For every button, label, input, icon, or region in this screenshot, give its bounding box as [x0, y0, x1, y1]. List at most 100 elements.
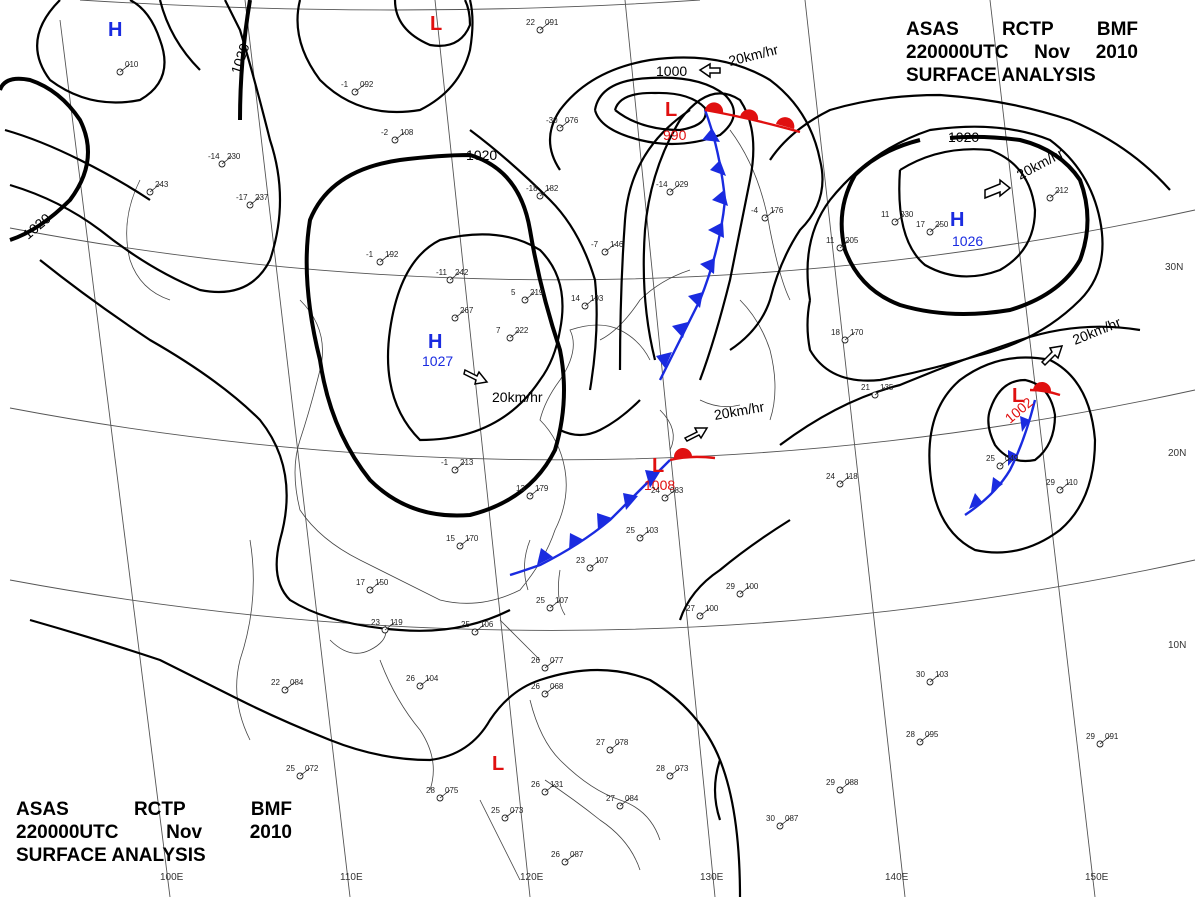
low-center: L [652, 455, 664, 477]
station-temp: -30 [546, 116, 558, 125]
station-plot: 27 078 [596, 738, 629, 754]
wind-barb [664, 489, 676, 499]
title-source: RCTP [1001, 19, 1054, 40]
wind-barb [439, 789, 451, 799]
station-plot: 27 100 [686, 604, 719, 620]
station-pressure: 230 [227, 152, 241, 161]
station-temp: 17 [356, 578, 365, 587]
station-pressure: 106 [480, 620, 494, 629]
station-temp: 29 [1086, 732, 1095, 741]
station-pressure: 075 [445, 786, 459, 795]
wind-barb [539, 21, 551, 31]
station-temp: -1 [366, 250, 374, 259]
station-pressure: 222 [515, 326, 529, 335]
chart-title-bottom-left: ASAS RCTP BMF 220000UTC Nov 2010 SURFACE… [16, 798, 292, 867]
wind-barb [379, 253, 391, 263]
station-plot: -14 029 [656, 180, 689, 196]
station-temp: 24 [826, 472, 835, 481]
station-temp: -1 [441, 458, 449, 467]
station-temp: -1 [341, 80, 349, 89]
wind-barb [284, 681, 296, 691]
warm-front-south [669, 447, 716, 462]
station-plot: 28 095 [906, 730, 939, 746]
station-temp: 28 [426, 786, 435, 795]
station-temp: 26 [531, 656, 540, 665]
wind-barb [839, 475, 851, 485]
wind-barb [449, 271, 461, 281]
title-year: 2010 [1095, 42, 1138, 63]
cold-front-north [656, 109, 728, 381]
station-plot: 25 072 [286, 764, 319, 780]
station-plot: -1 192 [366, 250, 399, 266]
station-pressure: 100 [745, 582, 759, 591]
isobars [4, 0, 1171, 897]
station-temp: 23 [371, 618, 380, 627]
station-pressure: 104 [425, 674, 439, 683]
low-center: L [1012, 385, 1024, 407]
station-plot: 28 075 [426, 786, 459, 802]
wind-barb [589, 559, 601, 569]
station-pressure: 100 [705, 604, 719, 613]
station-pressure: 193 [590, 294, 604, 303]
station-temp: 29 [826, 778, 835, 787]
station-plot: 14 193 [571, 294, 604, 310]
station-pressure: 170 [465, 534, 479, 543]
station-temp: 13 [516, 484, 525, 493]
station-pressure: 242 [455, 268, 469, 277]
station-pressure: 103 [645, 526, 659, 535]
station-pressure: 076 [565, 116, 579, 125]
station-pressure: 092 [360, 80, 374, 89]
station-temp: 15 [446, 534, 455, 543]
wind-barb [384, 621, 396, 631]
station-plot: 22 084 [271, 678, 304, 694]
station-temp: 28 [906, 730, 915, 739]
wind-barb [839, 239, 851, 249]
station-pressure: 146 [610, 240, 624, 249]
station-plot: 26 077 [531, 656, 564, 672]
station-plot: -2 108 [381, 128, 414, 144]
station-plot: 29 088 [826, 778, 859, 794]
lon-label: 140E [885, 872, 909, 883]
station-temp: 17 [916, 220, 925, 229]
wind-barb [764, 209, 776, 219]
station-temp: 23 [576, 556, 585, 565]
station-plot: 26 068 [531, 682, 564, 698]
wind-barb [669, 767, 681, 777]
station-plot: 27 084 [606, 794, 639, 810]
station-temp: 25 [626, 526, 635, 535]
wind-barb [354, 83, 366, 93]
station-temp: -11 [436, 268, 448, 277]
station-pressure: 219 [530, 288, 544, 297]
wind-barb [1049, 189, 1061, 199]
title-kind: SURFACE ANALYSIS [906, 65, 1096, 86]
station-pressure: 213 [460, 458, 474, 467]
isobar-label: 1000 [656, 63, 687, 79]
title-product: ASAS [16, 799, 69, 820]
station-plot: 23 107 [576, 556, 609, 572]
station-plot: 11 230 [881, 210, 914, 226]
wind-barb [1059, 481, 1071, 491]
title-code: BMF [250, 799, 292, 820]
station-plot: 21 135 [861, 383, 894, 399]
station-plot: 29 091 [1086, 732, 1119, 748]
wind-barb [454, 309, 466, 319]
station-temp: 22 [271, 678, 280, 687]
station-pressure: 131 [550, 780, 564, 789]
station-temp: 22 [526, 18, 535, 27]
station-plot: 25 103 [626, 526, 659, 542]
high-pressure-value: 1026 [952, 233, 983, 249]
title-time: 220000UTC [16, 822, 119, 843]
station-pressure: 068 [550, 682, 564, 691]
station-temp: 7 [496, 326, 501, 335]
station-pressure: 205 [845, 236, 859, 245]
latitude-labels: 30N 20N 10N [1165, 262, 1186, 651]
station-plot: 212 [1046, 186, 1069, 202]
wind-barb [459, 537, 471, 547]
station-pressure: 095 [925, 730, 939, 739]
station-plot: 23 119 [371, 618, 403, 634]
station-pressure: 182 [545, 184, 559, 193]
station-plot: -18 182 [526, 184, 559, 200]
station-plot: 25 106 [461, 620, 494, 636]
title-source: RCTP [133, 799, 186, 820]
station-temp: -17 [236, 193, 248, 202]
